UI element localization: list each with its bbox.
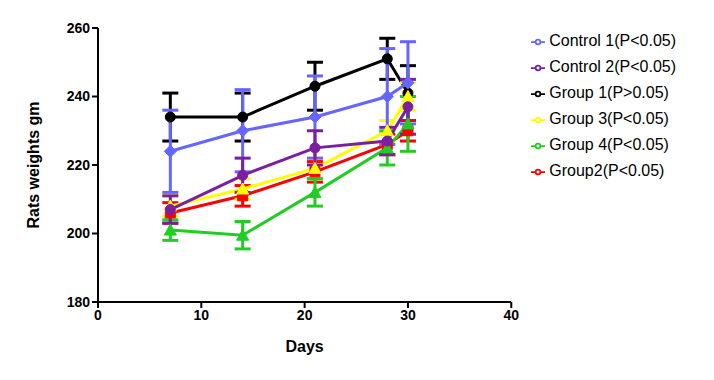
svg-text:30: 30 (400, 307, 416, 323)
html-text:Control 2(P<0.05): Control 2(P<0.05) (549, 58, 676, 75)
html-text:Group 4(P<0.05): Group 4(P<0.05) (549, 136, 669, 153)
svg-text:200: 200 (67, 225, 91, 241)
svg-text:40: 40 (503, 307, 519, 323)
svg-text:Rats weights gm: Rats weights gm (25, 101, 42, 228)
svg-text:20: 20 (297, 307, 313, 323)
svg-text:Days: Days (286, 338, 324, 355)
html-text:Group 3(P<0.05): Group 3(P<0.05) (549, 110, 669, 127)
svg-text:220: 220 (67, 157, 91, 173)
svg-text:260: 260 (67, 20, 91, 36)
html-text:Group2(P<0.05): Group2(P<0.05) (549, 162, 665, 179)
svg-text:0: 0 (94, 307, 102, 323)
svg-text:240: 240 (67, 88, 91, 104)
html-text:Group 1(P>0.05): Group 1(P>0.05) (549, 84, 669, 101)
svg-text:10: 10 (194, 307, 210, 323)
html-text:Control 1(P<0.05): Control 1(P<0.05) (549, 32, 676, 49)
svg-text:180: 180 (67, 294, 91, 310)
